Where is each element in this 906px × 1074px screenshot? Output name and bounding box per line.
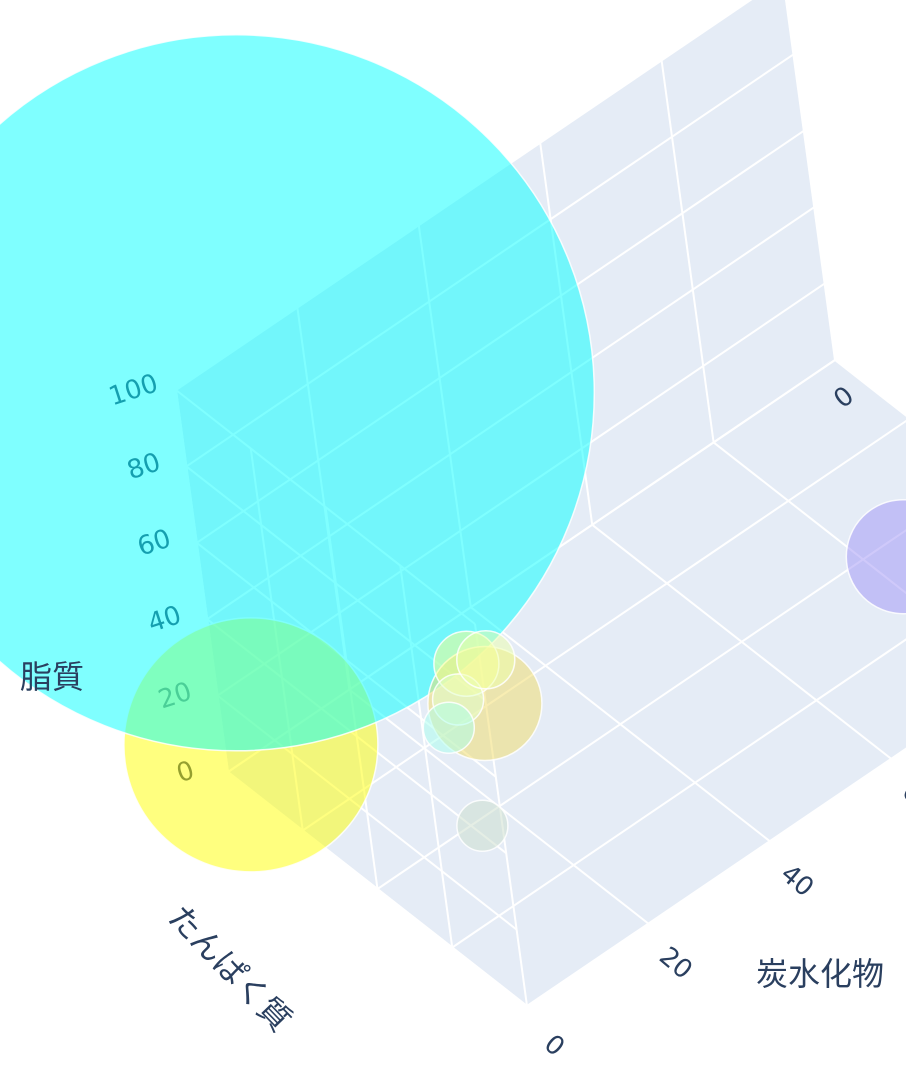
grid-y-wall [660,60,715,443]
y-tick-label: 60 [896,777,906,821]
y-tick-label: 0 [538,1029,570,1063]
data-bubble [0,34,595,752]
z-axis-title: 脂質 [20,658,84,696]
y-tick-label: 40 [775,859,820,903]
data-bubble [456,630,516,690]
grid-y-wall [784,0,836,361]
x-axis-title: たんぱく質 [161,898,299,1040]
data-bubble [845,498,906,615]
grid-x-floor [526,747,906,1007]
grid-x-floor [451,638,906,949]
grid-y-floor [470,606,771,842]
y-tick-label: 20 [653,941,698,985]
y-axis-title: 炭水化物 [756,955,884,993]
grid-y-floor [834,359,906,417]
chart-bubbles [0,34,906,873]
grid-x-floor [302,419,906,832]
data-bubble [456,799,509,852]
data-bubble [422,701,476,754]
grid-y-floor [591,524,892,760]
